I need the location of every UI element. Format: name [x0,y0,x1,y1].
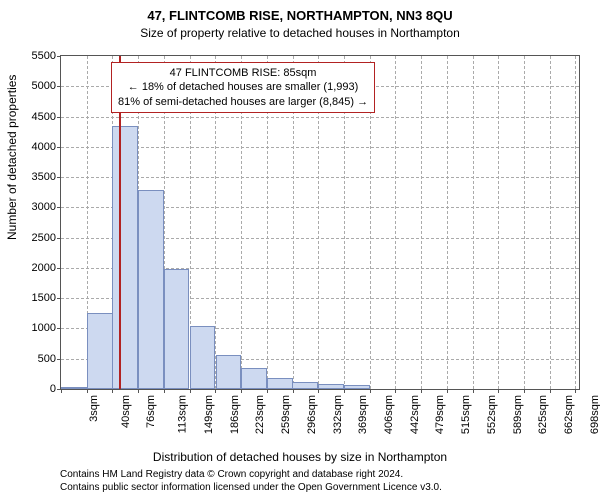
x-tick-label: 332sqm [332,395,344,434]
chart-container: 47, FLINTCOMB RISE, NORTHAMPTON, NN3 8QU… [0,0,600,500]
chart-subtitle: Size of property relative to detached ho… [0,26,600,40]
y-tick-mark [57,86,61,87]
y-tick-mark [57,56,61,57]
y-tick-mark [57,268,61,269]
y-tick-mark [57,147,61,148]
x-tick-mark [215,389,216,393]
annotation-line-3: 81% of semi-detached houses are larger (… [118,95,368,109]
x-tick-mark [267,389,268,393]
y-tick-label: 4000 [32,141,56,153]
gridline-v [550,56,551,389]
gridline-v [395,56,396,389]
y-tick-mark [57,207,61,208]
y-tick-label: 4500 [32,111,56,123]
x-tick-mark [61,389,62,393]
x-tick-label: 76sqm [145,395,157,428]
y-tick-label: 5000 [32,80,56,92]
annotation-line-2: ← 18% of detached houses are smaller (1,… [118,80,368,94]
y-tick-label: 500 [38,353,56,365]
credit-line-1: Contains HM Land Registry data © Crown c… [60,469,580,482]
histogram-bar [112,126,138,389]
x-tick-label: 698sqm [589,395,600,434]
histogram-bar [61,387,87,389]
x-tick-mark [138,389,139,393]
y-tick-mark [57,177,61,178]
credit-text: Contains HM Land Registry data © Crown c… [60,469,580,494]
y-tick-mark [57,298,61,299]
y-tick-label: 3000 [32,201,56,213]
gridline-v [473,56,474,389]
x-tick-label: 662sqm [563,395,575,434]
y-tick-label: 0 [50,383,56,395]
x-tick-mark [550,389,551,393]
x-tick-label: 186sqm [229,395,241,434]
y-tick-mark [57,359,61,360]
annotation-box: 47 FLINTCOMB RISE: 85sqm← 18% of detache… [111,62,375,113]
x-tick-label: 406sqm [383,395,395,434]
x-tick-label: 149sqm [203,395,215,434]
x-axis-label: Distribution of detached houses by size … [0,450,600,464]
gridline-v [575,56,576,389]
plot-area: 0500100015002000250030003500400045005000… [60,55,580,390]
x-tick-mark [447,389,448,393]
x-tick-mark [241,389,242,393]
histogram-bar [241,368,267,389]
x-tick-label: 223sqm [254,395,266,434]
x-tick-mark [395,389,396,393]
x-tick-mark [190,389,191,393]
x-tick-mark [87,389,88,393]
histogram-bar [164,269,190,389]
x-tick-label: 369sqm [357,395,369,434]
y-tick-label: 5500 [32,50,56,62]
histogram-bar [216,355,242,389]
x-tick-mark [112,389,113,393]
y-tick-mark [57,328,61,329]
x-tick-mark [318,389,319,393]
credit-line-2: Contains public sector information licen… [60,482,580,495]
x-tick-label: 3sqm [88,395,100,422]
x-tick-mark [344,389,345,393]
y-tick-mark [57,117,61,118]
y-axis-label: Number of detached properties [5,75,19,240]
x-tick-label: 40sqm [120,395,132,428]
gridline-v [498,56,499,389]
annotation-line-1: 47 FLINTCOMB RISE: 85sqm [118,66,368,80]
y-tick-label: 1000 [32,322,56,334]
x-tick-mark [524,389,525,393]
x-tick-mark [421,389,422,393]
x-tick-mark [473,389,474,393]
x-tick-mark [370,389,371,393]
gridline-v [524,56,525,389]
x-tick-label: 552sqm [486,395,498,434]
y-tick-label: 1500 [32,292,56,304]
x-tick-mark [498,389,499,393]
x-tick-label: 296sqm [306,395,318,434]
histogram-bar [267,378,293,390]
x-tick-label: 515sqm [460,395,472,434]
x-tick-label: 113sqm [177,395,189,433]
y-tick-label: 2500 [32,232,56,244]
y-tick-label: 2000 [32,262,56,274]
x-tick-mark [164,389,165,393]
histogram-bar [190,326,216,389]
chart-title: 47, FLINTCOMB RISE, NORTHAMPTON, NN3 8QU [0,8,600,23]
histogram-bar [344,385,370,389]
x-tick-label: 259sqm [280,395,292,434]
x-tick-label: 479sqm [435,395,447,434]
x-tick-mark [293,389,294,393]
gridline-v [421,56,422,389]
x-tick-label: 442sqm [409,395,421,434]
x-tick-label: 589sqm [512,395,524,434]
y-tick-label: 3500 [32,171,56,183]
histogram-bar [318,384,344,389]
histogram-bar [87,313,113,389]
x-tick-label: 625sqm [537,395,549,434]
histogram-bar [292,382,318,389]
histogram-bar [138,190,164,389]
y-tick-mark [57,238,61,239]
x-tick-mark [575,389,576,393]
gridline-v [447,56,448,389]
